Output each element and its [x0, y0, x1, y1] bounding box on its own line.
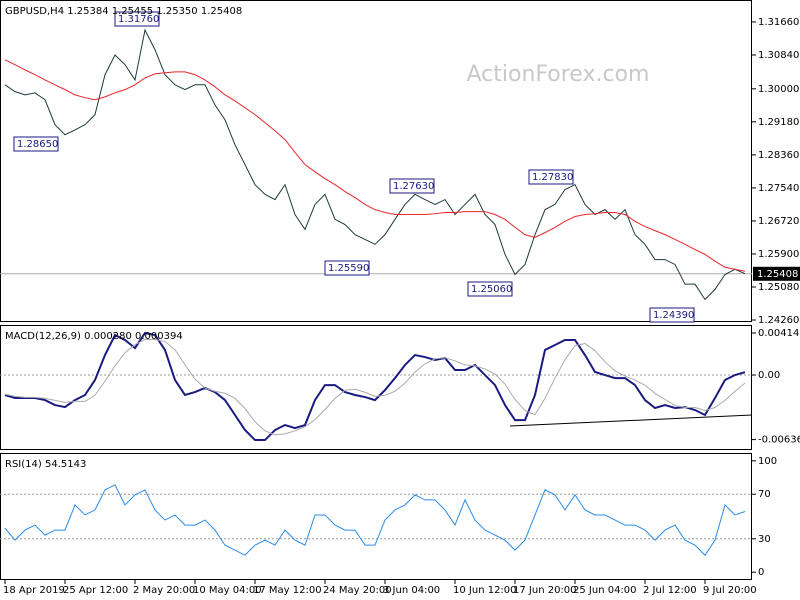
- annotation: 1.25060: [471, 284, 512, 295]
- y-tick-label: 0.00: [758, 370, 780, 381]
- series-line: [4, 59, 746, 272]
- x-tick-label: 25 Jun 04:00: [573, 585, 637, 596]
- annotation: 1.27630: [393, 181, 434, 192]
- y-tick-label: 1.30840: [758, 50, 799, 61]
- x-tick-label: 9 Jul 20:00: [703, 585, 757, 596]
- x-tick-label: 18 Apr 2019: [3, 585, 65, 596]
- y-tick-label: 1.29180: [758, 117, 799, 128]
- x-tick-label: 24 May 20:00: [323, 585, 392, 596]
- x-tick-label: 3 Jun 04:00: [383, 585, 440, 596]
- trend-line: [509, 414, 753, 427]
- annotation-box: [114, 11, 160, 27]
- annotation-box: [467, 281, 513, 297]
- panel-title: GBPUSD,H4 1.25384 1.25455 1.25350 1.2540…: [5, 6, 242, 17]
- watermark: ActionForex.com: [467, 62, 650, 87]
- y-tick-label: 1.24260: [758, 315, 799, 326]
- annotation: 1.25590: [328, 263, 369, 274]
- annotation: 1.31760: [118, 14, 159, 25]
- x-tick-label: 10 May 04:00: [193, 585, 262, 596]
- annotation-box: [324, 260, 370, 276]
- y-tick-label: -0.006365: [758, 435, 800, 446]
- panel-frame: [0, 0, 752, 322]
- series-line: [4, 331, 746, 442]
- y-tick-label: 100: [758, 456, 777, 467]
- y-tick-label: 1.25080: [758, 282, 799, 293]
- y-tick-label: 30: [758, 534, 771, 545]
- annotation-box: [13, 136, 59, 152]
- x-tick-label: 17 May 12:00: [253, 585, 322, 596]
- annotation: 1.24390: [653, 310, 694, 321]
- panel-title: MACD(12,26,9) 0.000280 0.000394: [5, 331, 183, 342]
- y-tick-label: 1.30000: [758, 84, 799, 95]
- y-tick-label: 1.25900: [758, 249, 799, 260]
- panel-frame: [0, 453, 752, 580]
- series-line: [4, 484, 746, 556]
- annotation: 1.27830: [532, 172, 573, 183]
- y-tick-label: 1.31660: [758, 17, 799, 28]
- panel-title: RSI(14) 54.5143: [5, 459, 86, 470]
- annotation-box: [528, 169, 574, 185]
- y-tick-label: 0: [758, 567, 764, 578]
- y-tick-label: 1.26720: [758, 216, 799, 227]
- panel-frame: [0, 325, 752, 450]
- x-tick-label: 10 Jun 12:00: [453, 585, 517, 596]
- y-tick-label: 1.28360: [758, 150, 799, 161]
- y-tick-label: 1.27540: [758, 183, 799, 194]
- y-tick-label: 70: [758, 489, 771, 500]
- y-tick-label: 0.004141: [758, 328, 800, 339]
- annotation-box: [389, 178, 435, 194]
- annotation-box: [649, 307, 695, 323]
- x-tick-label: 2 May 20:00: [133, 585, 195, 596]
- series-line: [4, 28, 746, 301]
- x-tick-label: 17 Jun 20:00: [513, 585, 577, 596]
- annotation: 1.28650: [17, 139, 58, 150]
- price-label: 1.25408: [757, 269, 798, 280]
- x-tick-label: 2 Jul 12:00: [643, 585, 697, 596]
- series-line: [4, 339, 746, 436]
- price-label-box: [753, 266, 800, 281]
- x-tick-label: 25 Apr 12:00: [63, 585, 128, 596]
